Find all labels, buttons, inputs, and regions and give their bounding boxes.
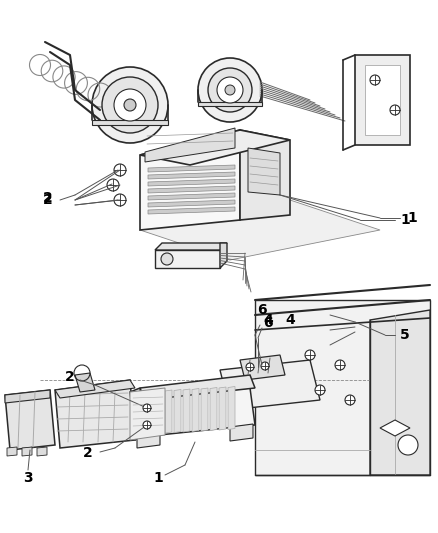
Text: 3: 3 [23,471,33,485]
Polygon shape [165,390,172,433]
Circle shape [124,99,136,111]
Text: 4: 4 [285,313,295,327]
Polygon shape [148,172,235,179]
Text: 6: 6 [257,303,267,317]
Polygon shape [228,386,235,430]
Polygon shape [75,373,95,392]
Polygon shape [145,128,235,162]
Circle shape [370,75,380,85]
Text: 1: 1 [407,211,417,225]
Polygon shape [130,388,145,440]
Text: 6: 6 [263,316,273,330]
Polygon shape [22,447,32,456]
Circle shape [315,385,325,395]
Circle shape [208,68,252,112]
Circle shape [114,89,146,121]
Polygon shape [140,130,240,230]
Text: 2: 2 [43,193,53,207]
Circle shape [161,253,173,265]
Circle shape [261,362,269,370]
Polygon shape [201,388,208,431]
Polygon shape [355,55,410,145]
Polygon shape [240,355,285,380]
Polygon shape [148,200,235,207]
Polygon shape [240,130,290,220]
Circle shape [345,395,355,405]
Polygon shape [183,389,190,432]
Circle shape [198,58,262,122]
Circle shape [246,363,254,371]
Text: 5: 5 [400,328,410,342]
Polygon shape [137,432,160,448]
Polygon shape [370,310,430,475]
Circle shape [92,67,168,143]
Circle shape [114,164,126,176]
Polygon shape [7,447,17,456]
Text: 1: 1 [153,471,163,485]
Polygon shape [148,165,235,172]
Text: 2: 2 [43,191,53,205]
Circle shape [107,179,119,191]
Polygon shape [135,388,255,437]
Polygon shape [255,300,430,475]
Polygon shape [148,207,235,214]
Circle shape [390,105,400,115]
Circle shape [143,404,151,412]
Polygon shape [248,148,280,195]
Polygon shape [198,102,262,106]
Circle shape [102,77,158,133]
Polygon shape [210,387,217,431]
Polygon shape [220,243,227,268]
Polygon shape [92,120,168,125]
Polygon shape [174,390,181,432]
Circle shape [143,421,151,429]
Polygon shape [192,389,199,432]
Polygon shape [55,380,135,448]
Text: 2: 2 [83,446,93,460]
Polygon shape [130,388,165,440]
Polygon shape [365,65,400,135]
Polygon shape [140,375,255,400]
Polygon shape [155,243,227,250]
Polygon shape [148,193,235,200]
Polygon shape [140,200,380,260]
Polygon shape [219,387,226,430]
Text: 2: 2 [65,370,75,384]
Polygon shape [148,179,235,186]
Polygon shape [220,360,320,410]
Text: 4: 4 [263,313,273,327]
Polygon shape [140,130,290,165]
Circle shape [217,77,243,103]
Circle shape [335,360,345,370]
Circle shape [398,435,418,455]
Circle shape [305,350,315,360]
Polygon shape [5,390,50,403]
Polygon shape [148,186,235,193]
Circle shape [114,194,126,206]
Polygon shape [5,390,55,450]
Polygon shape [230,424,253,441]
Polygon shape [380,420,410,436]
Polygon shape [37,447,47,456]
Polygon shape [55,380,135,398]
Polygon shape [155,250,220,268]
Circle shape [225,85,235,95]
Text: 1: 1 [400,213,410,227]
